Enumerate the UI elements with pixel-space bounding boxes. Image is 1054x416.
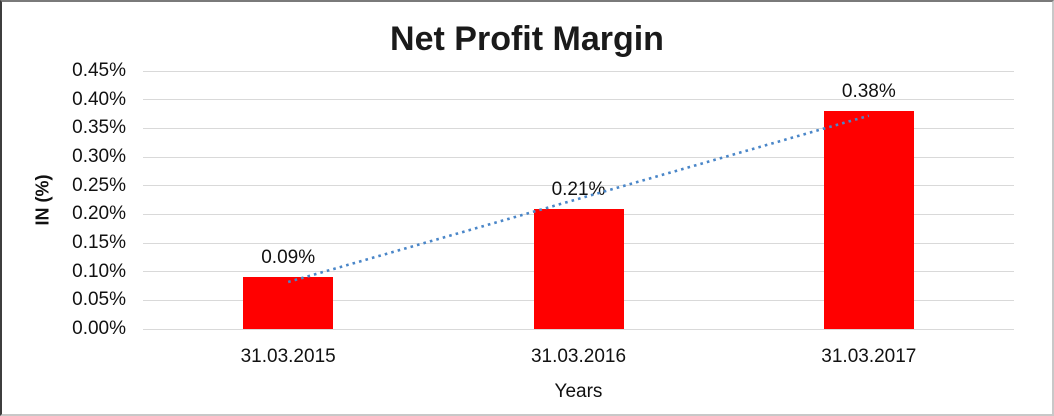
x-category-label: 31.03.2015 bbox=[240, 346, 336, 367]
bar-value-label: 0.09% bbox=[261, 247, 316, 269]
y-tick-label: 0.30% bbox=[72, 146, 126, 167]
y-tick-label: 0.10% bbox=[72, 260, 126, 282]
gridline bbox=[143, 328, 1014, 330]
chart-title: Net Profit Margin bbox=[390, 20, 664, 58]
y-tick-label: 0.45% bbox=[72, 60, 126, 81]
bar bbox=[823, 111, 914, 329]
bar-value-label: 0.38% bbox=[841, 81, 896, 103]
bar bbox=[533, 208, 624, 329]
y-tick-label: 0.40% bbox=[72, 88, 126, 110]
y-tick-label: 0.35% bbox=[72, 117, 126, 139]
y-tick-label: 0.20% bbox=[72, 203, 126, 225]
bar bbox=[243, 277, 334, 329]
x-axis-title: Years bbox=[554, 381, 603, 402]
bar-value-label: 0.21% bbox=[551, 178, 606, 200]
x-category-label: 31.03.2017 bbox=[821, 346, 917, 367]
gridline bbox=[143, 99, 1014, 101]
y-tick-label: 0.25% bbox=[72, 174, 126, 196]
y-axis-title: IN (%) bbox=[32, 174, 53, 226]
y-tick-label: 0.05% bbox=[72, 289, 126, 311]
y-tick-label: 0.15% bbox=[72, 232, 126, 253]
y-tick-label: 0.00% bbox=[72, 318, 126, 339]
gridline bbox=[143, 70, 1014, 72]
x-category-label: 31.03.2016 bbox=[530, 346, 627, 367]
